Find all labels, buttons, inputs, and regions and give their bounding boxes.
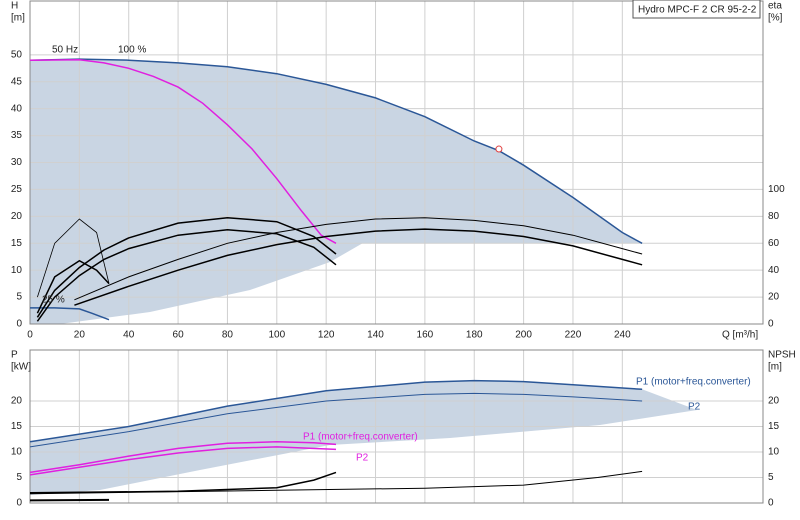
y-axis-label: H: [11, 1, 18, 12]
curve-label: P1 (motor+freq.converter): [303, 432, 418, 443]
y-tick-label: 50: [11, 49, 23, 60]
curve: [29, 379, 643, 443]
curve: [74, 217, 643, 301]
curve: [29, 441, 337, 474]
y-tick-label: 40: [11, 103, 23, 114]
y2-axis-label: NPSH: [768, 350, 796, 361]
y2-tick-label: 15: [768, 421, 780, 432]
curve: [29, 498, 110, 502]
y-tick-label: 15: [11, 238, 23, 249]
curve-label: P2: [356, 453, 369, 464]
y2-tick-label: 100: [768, 184, 785, 195]
y-axis-label: P: [11, 350, 18, 361]
y-tick-label: 15: [11, 421, 23, 432]
curve: [29, 58, 337, 244]
x-tick-label: 120: [318, 330, 335, 341]
chart-title: Hydro MPC-F 2 CR 95-2-2: [638, 5, 757, 16]
annotation: 25 %: [42, 295, 65, 306]
y2-axis-label: eta: [768, 1, 782, 12]
x-tick-label: 100: [268, 330, 285, 341]
curve: [36, 229, 337, 322]
y-tick-label: 10: [11, 265, 23, 276]
y-axis-label: [kW]: [11, 362, 31, 373]
y2-axis-label: [m]: [768, 362, 782, 373]
operating-area: [30, 59, 697, 324]
y-tick-label: 20: [11, 211, 23, 222]
y2-tick-label: 5: [768, 472, 774, 483]
y-axis-label: [m]: [11, 13, 25, 24]
y-tick-label: 0: [16, 498, 22, 509]
y2-tick-label: 20: [768, 292, 780, 303]
x-tick-label: 60: [173, 330, 185, 341]
y-tick-label: 5: [16, 292, 22, 303]
y2-axis-label: [%]: [768, 13, 783, 24]
y2-tick-label: 80: [768, 211, 780, 222]
x-tick-label: 240: [614, 330, 631, 341]
x-tick-label: 20: [74, 330, 86, 341]
y2-tick-label: 0: [768, 498, 774, 509]
x-tick-label: 160: [417, 330, 434, 341]
curve: [29, 58, 643, 244]
y-tick-label: 20: [11, 396, 23, 407]
x-tick-label: 200: [515, 330, 532, 341]
y-tick-label: 45: [11, 76, 23, 87]
x-tick-label: 220: [565, 330, 582, 341]
title-box: [632, 0, 761, 19]
curve: [29, 446, 337, 476]
x-axis-label: Q [m³/h]: [722, 330, 758, 341]
y2-tick-label: 20: [768, 396, 780, 407]
annotation: 100 %: [118, 45, 146, 56]
y2-tick-label: 0: [768, 319, 774, 330]
y2-tick-label: 10: [768, 447, 780, 458]
curve: [36, 259, 110, 314]
curve: [29, 471, 337, 494]
x-tick-label: 180: [466, 330, 483, 341]
x-tick-label: 80: [222, 330, 234, 341]
curve: [36, 216, 337, 318]
y-tick-label: 5: [16, 472, 22, 483]
curve-label: P1 (motor+freq.converter): [636, 377, 751, 388]
y-tick-label: 10: [11, 447, 23, 458]
y-tick-label: 35: [11, 130, 23, 141]
curve: [29, 392, 643, 448]
curve: [29, 470, 643, 495]
y2-tick-label: 40: [768, 265, 780, 276]
duty-point: [495, 145, 503, 153]
x-tick-label: 140: [367, 330, 384, 341]
curve-label: P2: [688, 402, 701, 413]
x-tick-label: 40: [123, 330, 135, 341]
plot-frame: [29, 349, 764, 504]
y2-tick-label: 60: [768, 238, 780, 249]
y-tick-label: 30: [11, 157, 23, 168]
curve: [37, 218, 110, 298]
x-tick-label: 0: [27, 330, 33, 341]
annotation: 50 Hz: [52, 45, 78, 56]
curve: [74, 228, 643, 306]
plot-frame: [29, 0, 764, 325]
operating-area: [30, 380, 697, 495]
y-tick-label: 25: [11, 184, 23, 195]
y-tick-label: 0: [16, 319, 22, 330]
